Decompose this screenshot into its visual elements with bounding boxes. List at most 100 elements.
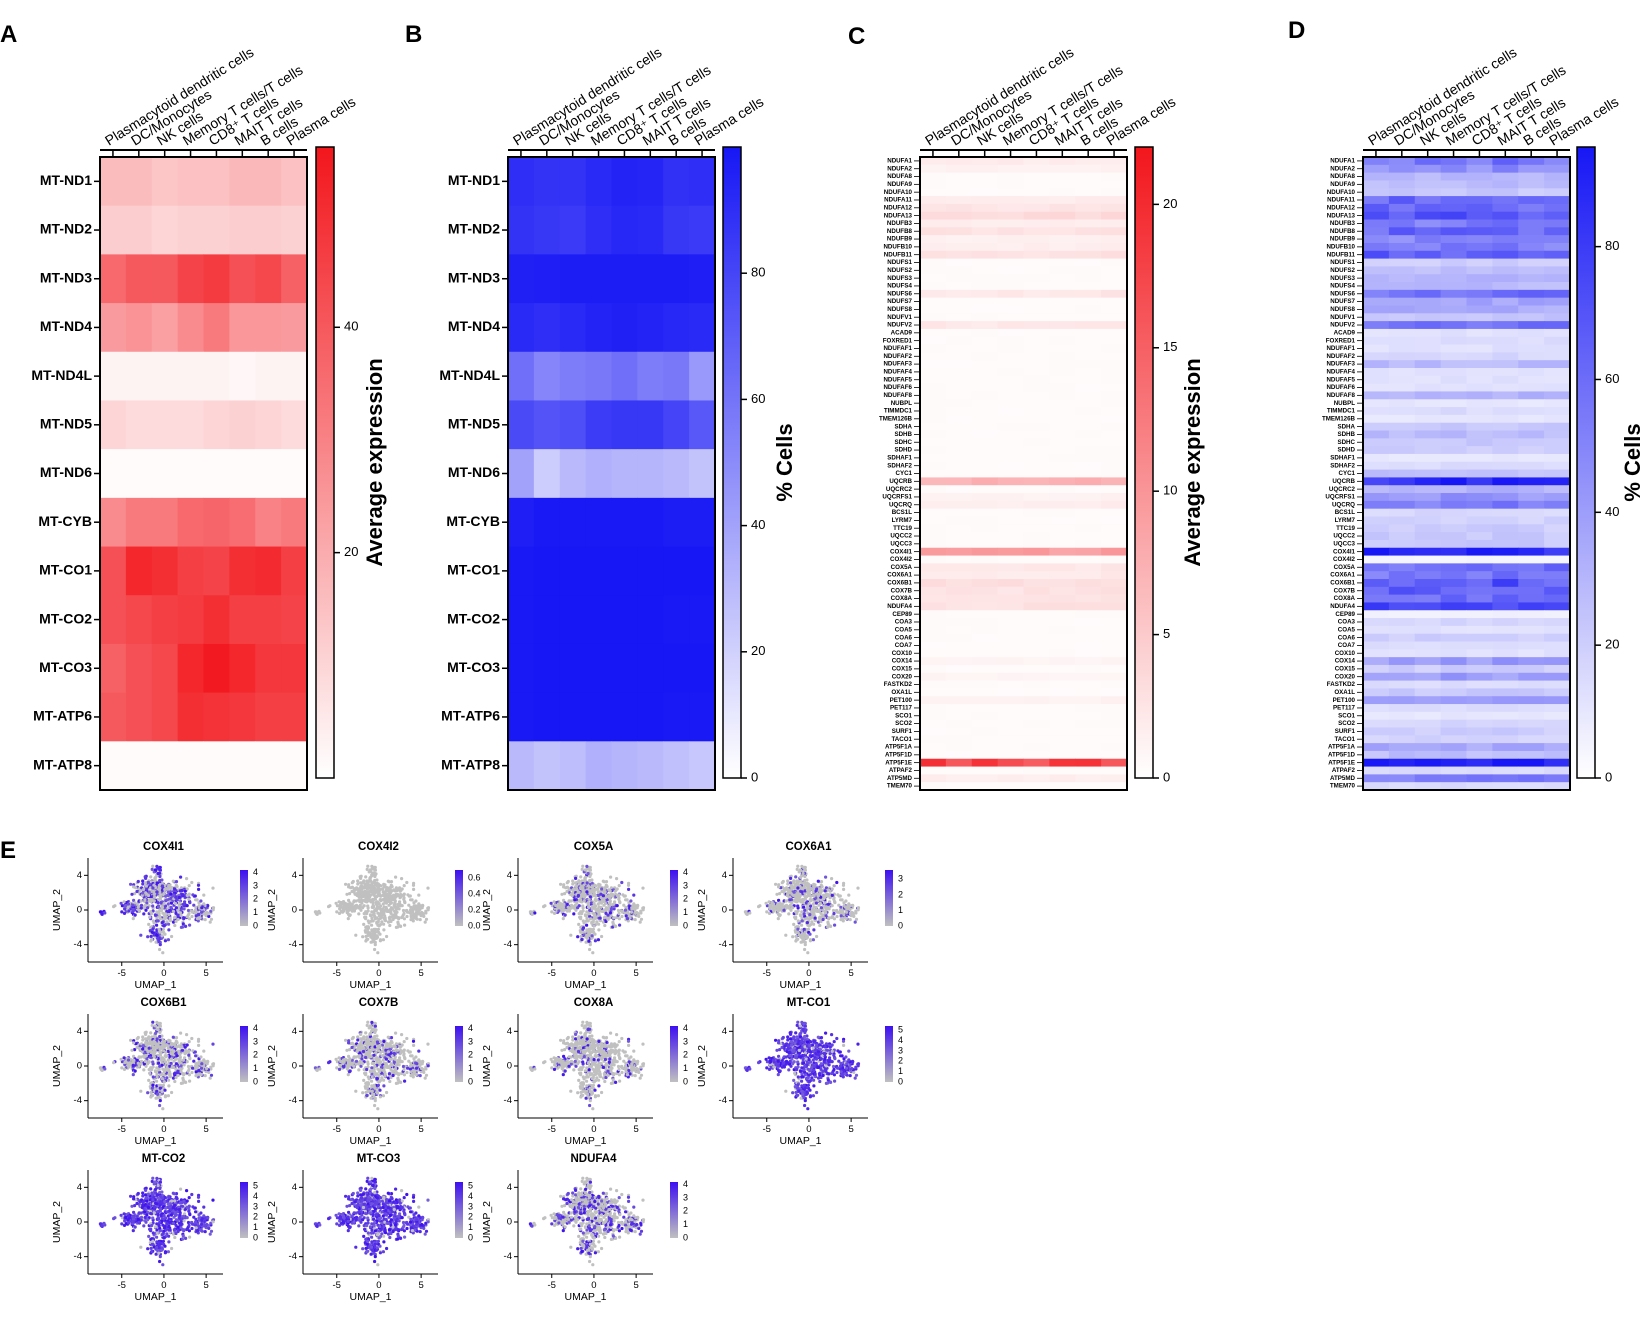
heatmap-c-cell <box>1023 157 1050 166</box>
heatmap-d-cell <box>1492 711 1519 721</box>
umap-point <box>392 904 396 908</box>
heatmap-d-cell <box>1388 602 1416 611</box>
heatmap-d-cell <box>1363 532 1390 541</box>
umap-point <box>602 916 607 920</box>
umap-point <box>789 876 793 881</box>
heatmap-c-cell <box>945 227 973 236</box>
umap-point <box>359 884 363 888</box>
heatmap-d-cell <box>1440 235 1468 244</box>
umap-legend-label: 3 <box>683 880 688 890</box>
heatmap-c-cell <box>945 180 973 189</box>
umap-point <box>367 899 371 903</box>
heatmap-c-cell <box>945 672 973 682</box>
heatmap-d-cell <box>1388 547 1416 557</box>
umap-point <box>600 887 604 891</box>
umap-point <box>155 933 159 937</box>
umap-point <box>549 901 553 905</box>
heatmap-d-cell <box>1440 414 1468 424</box>
heatmap-d-cell <box>1544 336 1571 346</box>
heatmap-b-row-label: MT-ND4 <box>448 318 500 334</box>
heatmap-b-cell <box>611 303 638 353</box>
umap-point <box>818 901 823 906</box>
heatmap-c-cell <box>1023 258 1050 267</box>
heatmap-d-row-label: SURF1 <box>1335 728 1356 735</box>
heatmap-c-cell <box>1101 399 1128 408</box>
heatmap-d-cell <box>1492 235 1519 244</box>
umap-point <box>167 883 171 888</box>
heatmap-c-cell <box>1049 508 1076 517</box>
heatmap-d-cell <box>1518 211 1545 221</box>
heatmap-d-cell <box>1466 696 1493 705</box>
heatmap-d-cell <box>1518 469 1545 478</box>
heatmap-c-cell <box>1023 688 1050 697</box>
heatmap-b-cell <box>508 546 535 596</box>
heatmap-d-cell <box>1492 266 1519 275</box>
umap-point <box>597 922 601 926</box>
umap-point <box>830 904 834 908</box>
heatmap-d-row-label: TMEM70 <box>1330 783 1356 790</box>
heatmap-d-cell <box>1363 391 1390 400</box>
heatmap-d-cell <box>1363 750 1390 760</box>
umap-point <box>148 915 152 919</box>
heatmap-d-cell <box>1466 446 1493 455</box>
heatmap-a-cell <box>100 741 127 791</box>
umap-point <box>810 898 814 902</box>
heatmap-a-cell <box>281 351 308 401</box>
heatmap-d-row-label: SDHAF2 <box>1330 462 1355 469</box>
heatmap-c-cell <box>1049 227 1076 236</box>
heatmap-d-cell <box>1363 664 1390 674</box>
heatmap-c-cell <box>945 641 973 650</box>
umap-point <box>370 890 374 894</box>
umap-point <box>406 910 410 914</box>
heatmap-d-cell <box>1414 735 1442 744</box>
heatmap-c-cell <box>1075 696 1102 705</box>
heatmap-c-cell <box>997 258 1025 267</box>
heatmap-c-cell <box>1101 368 1128 377</box>
umap-point <box>181 922 185 926</box>
heatmap-c-cell <box>997 594 1025 603</box>
umap-point <box>171 920 176 924</box>
heatmap-c-cell <box>1101 547 1128 557</box>
heatmap-d-cell <box>1544 258 1571 267</box>
heatmap-d-cell <box>1388 258 1416 267</box>
umap-point <box>832 897 836 901</box>
umap-point <box>339 903 343 908</box>
heatmap-a-cell <box>125 497 153 548</box>
umap-point <box>337 900 341 904</box>
heatmap-c-cell <box>1049 188 1076 197</box>
heatmap-b-cell <box>637 692 664 742</box>
heatmap-d-cell <box>1440 430 1468 439</box>
heatmap-c-cell <box>1023 524 1050 533</box>
heatmap-b-cell <box>533 205 561 255</box>
heatmap-d-cell <box>1544 493 1571 502</box>
heatmap-c-cell <box>945 571 973 580</box>
heatmap-d-cell <box>1518 383 1545 392</box>
heatmap-d-cell <box>1388 289 1416 299</box>
umap-point <box>624 914 628 918</box>
heatmap-c-cell <box>1075 407 1102 416</box>
heatmap-c-cell <box>920 344 947 353</box>
heatmap-d-cell <box>1388 235 1416 244</box>
heatmap-d-cell <box>1440 477 1468 486</box>
umap-point <box>185 887 189 891</box>
heatmap-c-cell <box>997 407 1025 416</box>
umap-point <box>371 871 375 876</box>
heatmap-c-cell <box>1075 571 1102 580</box>
umap-point <box>165 909 169 914</box>
heatmap-d-cell <box>1363 368 1390 377</box>
heatmap-c-cell <box>1075 383 1102 392</box>
umap-point <box>581 919 585 923</box>
umap-point <box>166 893 170 898</box>
heatmap-c-cell <box>1101 727 1128 736</box>
umap-point <box>164 894 168 898</box>
heatmap-c-cell <box>971 774 999 783</box>
heatmap-b-cell <box>559 546 587 596</box>
umap-point <box>150 911 154 916</box>
heatmap-b-cell <box>663 254 690 304</box>
heatmap-c-cell <box>1023 532 1050 541</box>
umap-point <box>127 909 131 913</box>
umap-x-tick-label: -5 <box>333 968 341 979</box>
heatmap-c-cell <box>1101 453 1128 463</box>
umap-point <box>818 887 822 891</box>
heatmap-d-cell <box>1466 375 1493 385</box>
